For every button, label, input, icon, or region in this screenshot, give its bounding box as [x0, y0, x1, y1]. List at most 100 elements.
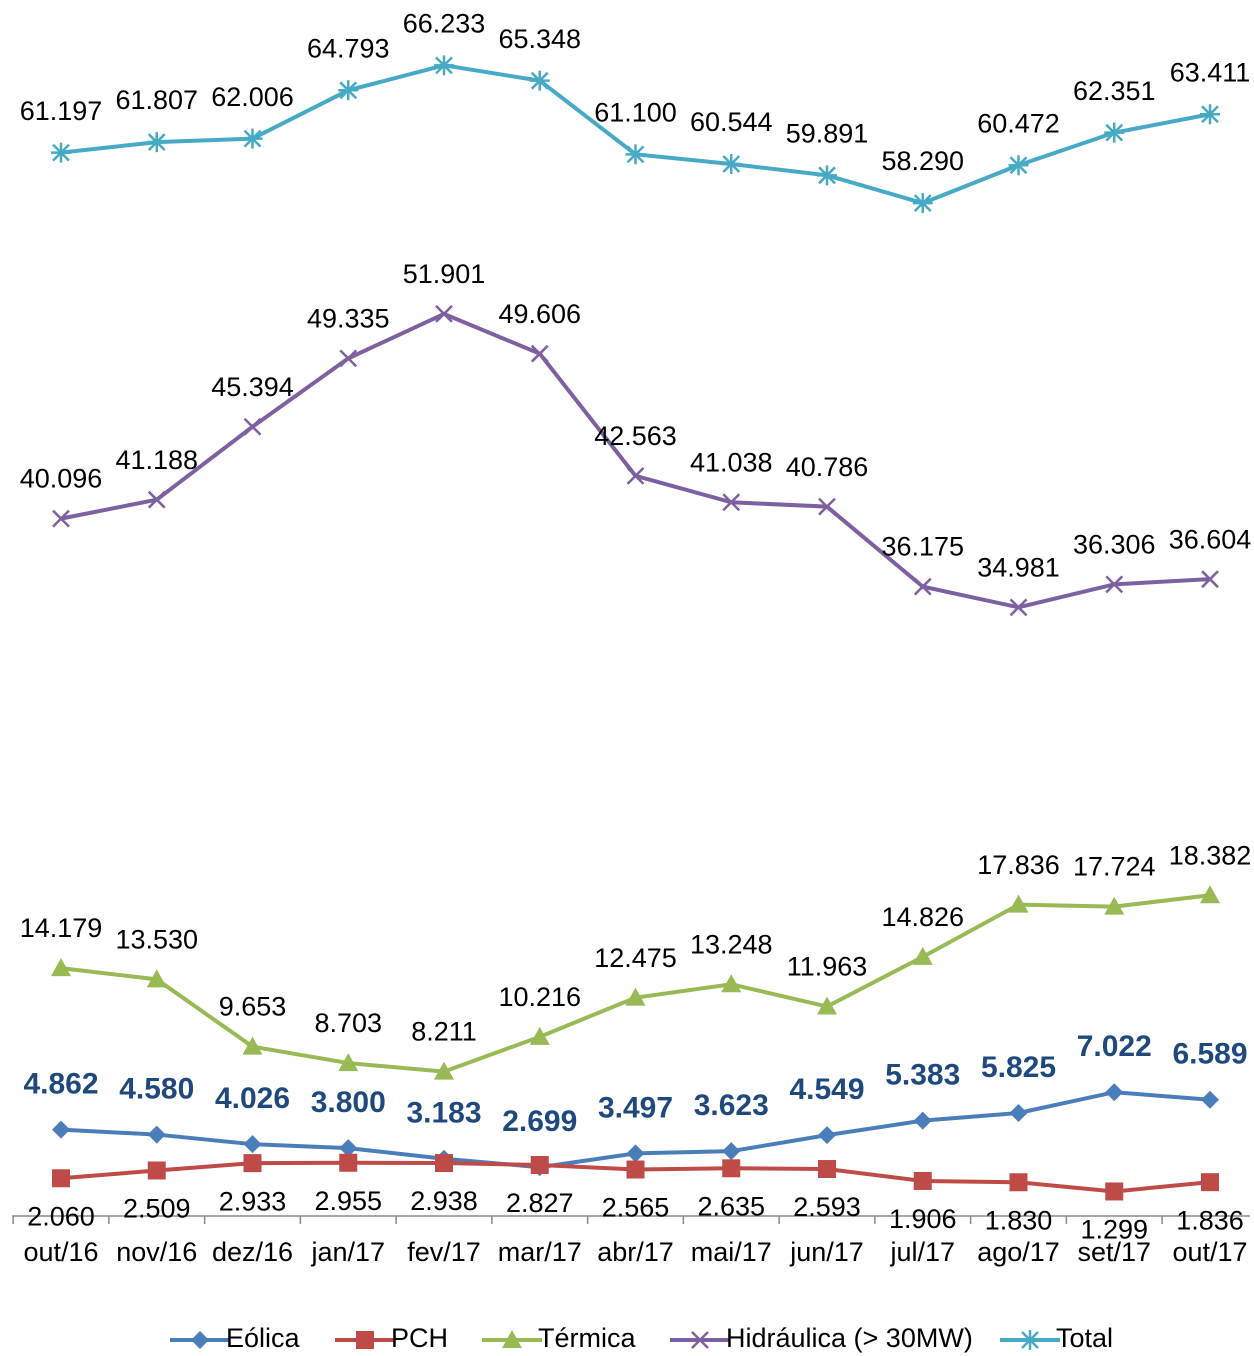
data-label: 59.891: [786, 118, 869, 148]
data-label: 34.981: [977, 552, 1060, 582]
point-marker: [912, 193, 933, 214]
data-label: 3.623: [694, 1089, 769, 1122]
point-marker: [817, 165, 837, 186]
data-label: 5.825: [981, 1051, 1056, 1084]
data-label: 2.955: [314, 1186, 382, 1216]
x-tick-label: out/17: [1172, 1237, 1247, 1267]
x-tick-label: out/16: [23, 1237, 98, 1267]
point-marker: [818, 1126, 836, 1145]
point-marker: [339, 349, 358, 368]
x-tick-label: set/17: [1077, 1237, 1151, 1267]
point-marker: [338, 1053, 359, 1072]
data-label: 36.306: [1073, 529, 1156, 559]
point-marker: [1201, 1173, 1219, 1192]
legend-marker: [191, 1331, 209, 1349]
data-label: 36.604: [1169, 524, 1252, 554]
point-marker: [722, 493, 741, 512]
legend-marker: [691, 1331, 709, 1349]
data-label: 41.038: [690, 447, 773, 477]
point-marker: [818, 1160, 836, 1179]
point-marker: [243, 417, 262, 436]
x-tick-label: jul/17: [889, 1237, 955, 1267]
data-label: 62.351: [1073, 76, 1156, 106]
point-marker: [721, 974, 742, 993]
point-marker: [147, 490, 166, 509]
data-label: 4.862: [23, 1068, 98, 1101]
x-tick-label: mar/17: [498, 1237, 582, 1267]
point-marker: [626, 1144, 645, 1163]
point-marker: [721, 153, 742, 174]
point-marker: [146, 132, 167, 153]
data-label: 13.248: [690, 929, 773, 959]
data-label: 2.565: [602, 1193, 670, 1223]
data-label: 1.906: [889, 1204, 957, 1234]
point-marker: [339, 1139, 358, 1158]
x-tick-label: jan/17: [310, 1237, 385, 1267]
data-label: 12.475: [594, 943, 677, 973]
x-tick-label: jun/17: [789, 1237, 864, 1267]
data-label: 9.653: [219, 992, 287, 1022]
data-label: 64.793: [307, 33, 390, 63]
point-marker: [1201, 570, 1219, 589]
point-marker: [1104, 122, 1125, 143]
data-label: 17.724: [1073, 852, 1156, 882]
point-marker: [1105, 1083, 1124, 1102]
data-label: 1.836: [1176, 1205, 1244, 1235]
point-marker: [529, 1026, 550, 1045]
data-label: 14.826: [881, 902, 964, 932]
point-marker: [626, 1160, 645, 1179]
data-label: 42.563: [594, 421, 677, 451]
point-marker: [434, 1061, 454, 1080]
point-marker: [338, 80, 359, 101]
point-marker: [52, 1169, 70, 1188]
legend-label: Eólica: [226, 1323, 301, 1353]
point-marker: [435, 1154, 453, 1173]
data-label: 60.472: [977, 108, 1060, 138]
data-label: 6.589: [1172, 1038, 1247, 1071]
data-label: 18.382: [1169, 840, 1252, 870]
data-label: 17.836: [977, 850, 1060, 880]
data-label: 11.963: [787, 952, 868, 982]
legend-marker: [356, 1331, 374, 1349]
data-label: 1.830: [985, 1205, 1053, 1235]
data-label: 63.411: [1170, 57, 1251, 87]
data-label: 41.188: [115, 445, 198, 475]
data-label: 2.509: [123, 1194, 191, 1224]
data-label: 61.197: [20, 96, 103, 126]
data-label: 3.800: [311, 1086, 386, 1119]
data-label: 4.026: [215, 1082, 290, 1115]
data-label: 36.175: [881, 532, 964, 562]
data-label: 58.290: [881, 146, 964, 176]
data-label: 61.807: [115, 85, 198, 115]
data-label: 2.635: [697, 1191, 765, 1221]
data-label: 3.497: [598, 1091, 673, 1124]
point-marker: [52, 509, 70, 528]
data-label: 4.549: [789, 1073, 864, 1106]
point-marker: [51, 958, 71, 977]
point-marker: [722, 1142, 741, 1161]
series-line: [60, 893, 1211, 1074]
legend-label: Hidráulica (> 30MW): [726, 1323, 973, 1353]
point-marker: [1105, 575, 1124, 594]
legend-marker: [502, 1330, 522, 1348]
point-marker: [147, 1125, 166, 1144]
x-tick-label: dez/16: [212, 1237, 293, 1267]
data-label: 2.933: [219, 1186, 287, 1216]
data-label: 2.060: [27, 1201, 95, 1231]
legend-label: Total: [1056, 1323, 1113, 1353]
point-marker: [625, 987, 646, 1006]
data-label: 40.786: [786, 452, 869, 482]
point-marker: [1201, 1090, 1219, 1109]
point-marker: [435, 305, 453, 323]
x-tick-label: ago/17: [977, 1237, 1060, 1267]
point-marker: [530, 1155, 549, 1174]
data-label: 2.593: [793, 1192, 861, 1222]
data-label: 4.580: [119, 1072, 194, 1105]
point-marker: [913, 577, 932, 596]
point-marker: [626, 466, 645, 485]
data-label: 3.183: [406, 1097, 481, 1130]
data-label: 40.096: [20, 464, 103, 494]
point-marker: [1200, 885, 1220, 904]
legend-marker: [1020, 1330, 1040, 1350]
